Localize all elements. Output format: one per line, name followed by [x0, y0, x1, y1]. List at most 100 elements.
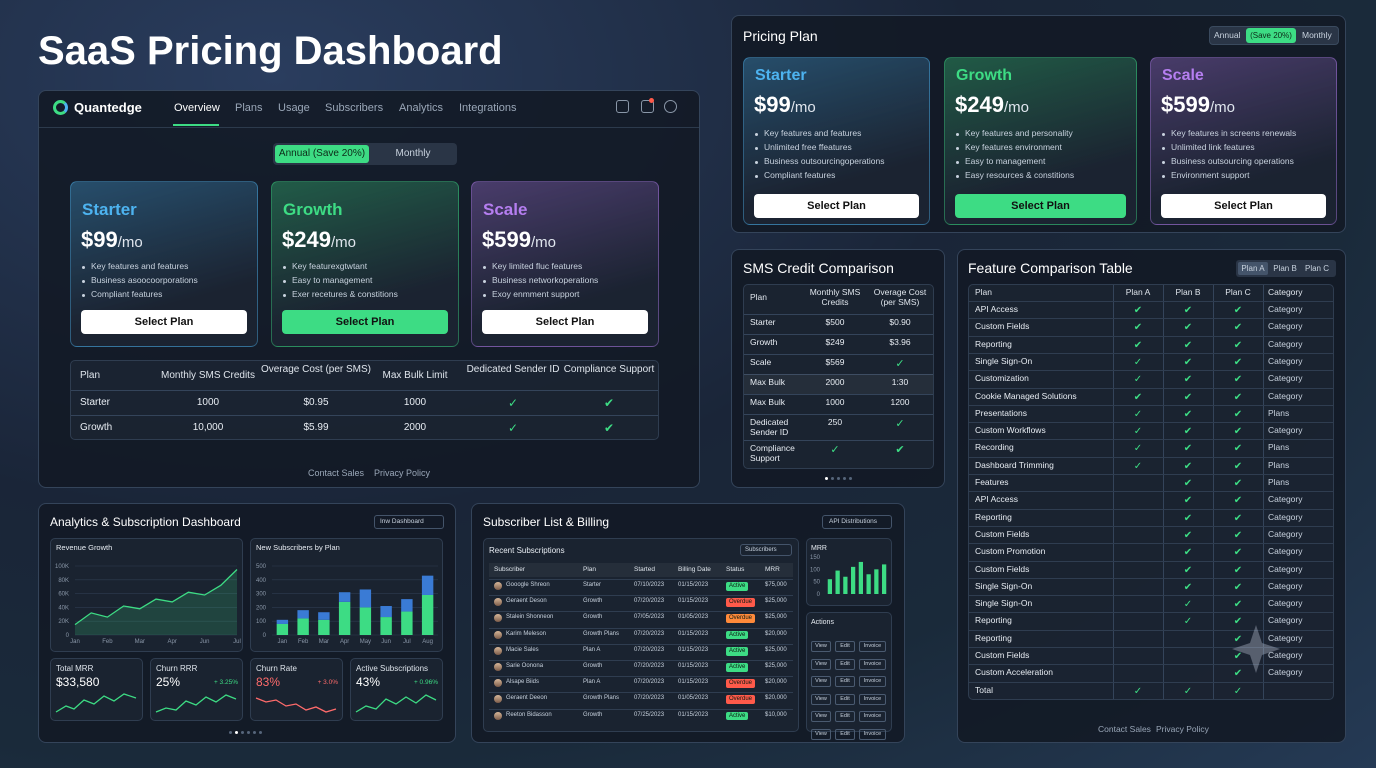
footer-link[interactable]: Contact Sales: [308, 468, 365, 478]
nav-icon[interactable]: [616, 100, 629, 113]
feature-bullet: [483, 266, 486, 269]
action-button[interactable]: Invoice: [859, 658, 886, 670]
action-button[interactable]: View: [811, 693, 831, 705]
feature: Business networkoperations: [492, 275, 599, 285]
divider: [39, 127, 699, 128]
status-badge: Overdue: [726, 598, 756, 608]
toggle-active[interactable]: (Save 20%): [1246, 28, 1296, 43]
table-cell: Geraent Deeon: [506, 695, 548, 702]
toggle-option[interactable]: Monthly: [1302, 30, 1332, 40]
action-button[interactable]: Edit: [835, 693, 855, 705]
table-cell: Plans: [1268, 459, 1290, 470]
table-header: Plan: [750, 292, 768, 302]
select-button[interactable]: Select Plan: [955, 194, 1126, 218]
table-cell: ✔: [1183, 512, 1193, 524]
select-button[interactable]: Select Plan: [754, 194, 919, 218]
footer-link[interactable]: Contact Sales: [1098, 724, 1151, 734]
table-cell: Plans: [1268, 442, 1290, 453]
plan-name: Scale: [483, 200, 528, 219]
action-button[interactable]: Invoice: [859, 641, 886, 652]
brand: Quantedge: [74, 100, 142, 115]
action-button[interactable]: Invoice: [859, 693, 886, 705]
action-button[interactable]: Edit: [835, 676, 855, 687]
table-cell: Category: [1268, 511, 1303, 522]
kpi-change: + 3.0%: [317, 679, 338, 686]
table-cell: 01/15/2023: [678, 582, 709, 588]
list-title: Recent Subscriptions: [489, 546, 565, 555]
table-cell: ✔: [895, 444, 905, 456]
table-cell: ✔: [603, 421, 615, 435]
row-divider: [969, 456, 1333, 458]
price-period: /mo: [790, 99, 816, 116]
action-button[interactable]: Invoice: [859, 711, 886, 722]
table-cell: ✔: [1183, 547, 1193, 559]
action-button[interactable]: View: [811, 658, 831, 670]
action-button[interactable]: View: [811, 676, 831, 687]
action-button[interactable]: View: [811, 711, 831, 722]
select-button[interactable]: Select Plan: [282, 310, 448, 334]
table-cell: Custom Fields: [975, 321, 1030, 332]
nav-icon[interactable]: [641, 100, 654, 113]
nav-item[interactable]: Integrations: [459, 102, 517, 114]
table-cell: 07/20/2023: [634, 598, 665, 605]
table-cell: 07/20/2023: [634, 646, 665, 653]
table-cell: Growth: [583, 598, 603, 605]
action-button[interactable]: Invoice: [859, 728, 886, 740]
table-cell: 10,000: [192, 422, 224, 433]
tab[interactable]: Plan C: [1304, 264, 1329, 273]
tab[interactable]: Plan A: [1238, 262, 1268, 275]
table-cell: $249: [825, 337, 845, 347]
table-cell: ✔: [1133, 339, 1143, 351]
toggle-option[interactable]: Monthly: [395, 148, 431, 159]
status-badge: Overdue: [726, 679, 756, 689]
table-header: Dedicated Sender ID: [466, 364, 560, 375]
table-cell: Reeton Bidasson: [506, 711, 552, 718]
status-badge: Overdue: [726, 614, 756, 624]
footer-link[interactable]: Privacy Policy: [374, 468, 431, 478]
table-cell: ✓: [1183, 599, 1193, 611]
table-cell: Custom Fields: [975, 650, 1030, 660]
table-cell: ✔: [1183, 460, 1193, 472]
nav-icon[interactable]: [664, 100, 677, 113]
price: $599: [1161, 92, 1210, 117]
dropdown[interactable]: Inw Dashboard: [374, 515, 444, 529]
dropdown[interactable]: Subscribers: [740, 544, 792, 556]
table-header: Overage Cost (per SMS): [260, 364, 372, 375]
action-button[interactable]: Edit: [835, 728, 855, 740]
table-cell: Single Sign-On: [975, 598, 1033, 609]
table-cell: Category: [1268, 546, 1303, 557]
toggle-active[interactable]: Annual (Save 20%): [275, 145, 369, 163]
action-button[interactable]: Edit: [835, 641, 855, 652]
action-button[interactable]: Edit: [835, 658, 855, 670]
footer-link[interactable]: Privacy Policy: [1156, 724, 1209, 734]
row-divider: [969, 612, 1333, 614]
feature: Easy to management: [292, 275, 373, 285]
dropdown[interactable]: API Distributions: [822, 515, 892, 529]
toggle-option[interactable]: Annual: [1214, 30, 1241, 40]
panel-title: SMS Credit Comparison: [743, 260, 894, 276]
feature-bullet: [283, 266, 286, 269]
nav-item[interactable]: Subscribers: [325, 102, 384, 114]
table-cell: Category: [1268, 494, 1303, 505]
select-button[interactable]: Select Plan: [1161, 194, 1326, 218]
table-header: Plan A: [1125, 287, 1151, 297]
nav-item[interactable]: Plans: [235, 102, 263, 114]
table-cell: ✓: [1133, 426, 1143, 438]
nav-item[interactable]: Overview: [174, 102, 220, 114]
table-cell: 01/05/2023: [678, 695, 709, 702]
kpi-value: 43%: [356, 675, 381, 689]
feature: Unlimited link features: [1171, 142, 1255, 152]
tab[interactable]: Plan B: [1273, 264, 1297, 273]
action-button[interactable]: Invoice: [859, 676, 886, 687]
select-button[interactable]: Select Plan: [482, 310, 648, 334]
table-cell: Plans: [1268, 477, 1290, 487]
plan-price: $249/mo: [955, 92, 1029, 117]
action-button[interactable]: View: [811, 641, 831, 652]
row-divider: [71, 415, 658, 416]
table-cell: ✔: [1133, 305, 1143, 316]
action-button[interactable]: Edit: [835, 711, 855, 722]
nav-item[interactable]: Analytics: [399, 102, 444, 114]
nav-item[interactable]: Usage: [278, 102, 310, 114]
action-button[interactable]: View: [811, 728, 831, 740]
select-button[interactable]: Select Plan: [81, 310, 247, 334]
